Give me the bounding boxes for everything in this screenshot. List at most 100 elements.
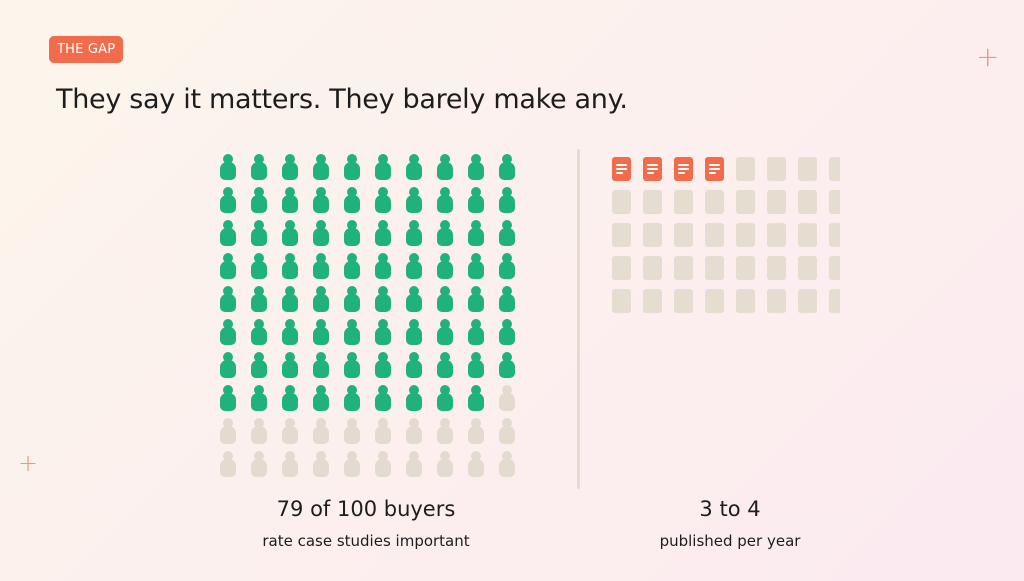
person-icon — [250, 154, 268, 180]
document-icon — [705, 157, 724, 181]
document-icon — [674, 289, 693, 313]
person-icon — [312, 352, 330, 378]
person-icon — [374, 385, 392, 411]
document-icon — [705, 190, 724, 214]
person-icon — [250, 187, 268, 213]
document-icon — [643, 190, 662, 214]
document-icon — [798, 223, 817, 247]
plus-decoration-icon: + — [18, 449, 39, 477]
document-icon — [829, 223, 840, 247]
person-icon — [436, 418, 454, 444]
person-icon — [374, 220, 392, 246]
document-icon — [829, 256, 840, 280]
person-icon — [343, 187, 361, 213]
person-icon — [312, 418, 330, 444]
document-icon — [674, 223, 693, 247]
person-icon — [436, 187, 454, 213]
person-icon — [343, 286, 361, 312]
document-icon — [736, 256, 755, 280]
person-icon — [498, 319, 516, 345]
document-icon — [643, 223, 662, 247]
person-icon — [219, 385, 237, 411]
person-icon — [405, 352, 423, 378]
document-icon — [674, 256, 693, 280]
document-icon — [767, 190, 786, 214]
person-icon — [405, 220, 423, 246]
document-icon — [736, 157, 755, 181]
person-icon — [467, 220, 485, 246]
headline: They say it matters. They barely make an… — [56, 84, 628, 115]
person-icon — [436, 451, 454, 477]
person-icon — [250, 319, 268, 345]
person-icon — [281, 385, 299, 411]
person-icon — [498, 220, 516, 246]
document-icon — [705, 256, 724, 280]
person-icon — [436, 220, 454, 246]
person-icon — [343, 220, 361, 246]
person-icon — [219, 352, 237, 378]
person-icon — [312, 253, 330, 279]
person-icon — [312, 286, 330, 312]
person-icon — [498, 385, 516, 411]
published-stat-value: 3 to 4 — [699, 497, 761, 521]
document-icon — [798, 157, 817, 181]
person-icon — [281, 319, 299, 345]
person-icon — [436, 286, 454, 312]
person-icon — [436, 352, 454, 378]
person-icon — [219, 451, 237, 477]
person-icon — [250, 253, 268, 279]
buyers-stat-value: 79 of 100 buyers — [276, 497, 456, 521]
person-icon — [498, 253, 516, 279]
person-icon — [498, 451, 516, 477]
person-icon — [250, 352, 268, 378]
person-icon — [405, 154, 423, 180]
document-icon — [798, 289, 817, 313]
person-icon — [374, 451, 392, 477]
person-icon — [405, 418, 423, 444]
document-icon — [798, 190, 817, 214]
person-icon — [467, 187, 485, 213]
person-icon — [405, 451, 423, 477]
person-icon — [312, 385, 330, 411]
section-tag: THE GAP — [49, 36, 124, 63]
person-icon — [405, 286, 423, 312]
person-icon — [405, 385, 423, 411]
person-icon — [405, 253, 423, 279]
person-icon — [343, 154, 361, 180]
document-icon — [612, 190, 631, 214]
person-icon — [374, 286, 392, 312]
case-studies-icon-grid — [612, 157, 840, 317]
person-icon — [343, 451, 361, 477]
person-icon — [312, 154, 330, 180]
buyers-icon-grid — [219, 154, 516, 477]
document-icon — [798, 256, 817, 280]
document-icon — [767, 289, 786, 313]
document-icon — [736, 223, 755, 247]
document-icon — [705, 289, 724, 313]
document-icon — [736, 190, 755, 214]
person-icon — [312, 220, 330, 246]
person-icon — [467, 385, 485, 411]
document-icon — [643, 157, 662, 181]
person-icon — [281, 352, 299, 378]
person-icon — [343, 253, 361, 279]
person-icon — [219, 220, 237, 246]
person-icon — [374, 154, 392, 180]
document-icon — [612, 223, 631, 247]
document-icon — [829, 157, 840, 181]
divider — [577, 149, 580, 489]
person-icon — [467, 418, 485, 444]
buyers-stat-label: rate case studies important — [262, 532, 470, 550]
person-icon — [436, 319, 454, 345]
person-icon — [219, 154, 237, 180]
person-icon — [436, 154, 454, 180]
person-icon — [436, 385, 454, 411]
document-icon — [643, 289, 662, 313]
person-icon — [219, 319, 237, 345]
document-icon — [643, 256, 662, 280]
person-icon — [281, 220, 299, 246]
person-icon — [405, 319, 423, 345]
person-icon — [250, 451, 268, 477]
person-icon — [343, 319, 361, 345]
person-icon — [436, 253, 454, 279]
